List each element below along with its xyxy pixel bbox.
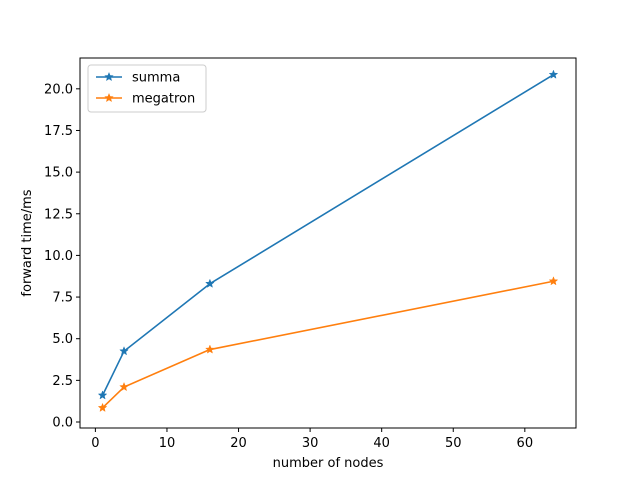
- x-axis: 0 10 20 30 40 50 60: [91, 428, 533, 451]
- y-axis-label: forward time/ms: [20, 189, 35, 296]
- data-point-summa: [97, 390, 108, 400]
- series-line-megatron: [101, 280, 554, 409]
- data-point-summa: [205, 278, 215, 288]
- data-point-megatron: [548, 276, 559, 286]
- legend: summa megatron: [87, 64, 207, 113]
- x-tick-label: 20: [230, 436, 247, 451]
- x-tick-label: 0: [91, 436, 99, 451]
- data-point-megatron: [119, 381, 129, 392]
- y-tick-label: 10.0: [44, 249, 73, 264]
- y-tick-label: 5.0: [52, 332, 73, 347]
- legend-label-megatron: megatron: [132, 92, 195, 107]
- x-axis-label: number of nodes: [273, 456, 384, 471]
- y-tick-label: 20.0: [44, 82, 73, 97]
- data-point-summa: [119, 346, 129, 356]
- legend-label-summa: summa: [132, 71, 180, 86]
- y-tick-label: 7.5: [52, 291, 73, 306]
- x-tick-label: 50: [445, 436, 462, 451]
- x-tick-label: 30: [302, 436, 319, 451]
- x-tick-label: 10: [159, 436, 176, 451]
- legend-marker-summa: [104, 71, 114, 82]
- x-tick-label: 60: [517, 436, 534, 451]
- x-tick-label: 40: [373, 436, 390, 451]
- y-tick-label: 2.5: [52, 374, 73, 389]
- data-point-megatron: [205, 344, 215, 354]
- legend-marker-megatron: [104, 92, 114, 103]
- y-tick-label: 15.0: [44, 166, 73, 181]
- data-point-megatron: [97, 402, 108, 412]
- plot-area: [79, 57, 577, 429]
- y-tick-label: 17.5: [44, 124, 73, 139]
- y-tick-label: 12.5: [44, 207, 73, 222]
- data-point-summa: [548, 69, 559, 79]
- series-layer: [97, 69, 559, 412]
- y-axis: 0.0 2.5 5.0 7.5 10.0 12.5 15.0 17.5 20.0: [44, 82, 80, 431]
- series-line-summa: [101, 73, 554, 396]
- y-tick-label: 0.0: [52, 416, 73, 431]
